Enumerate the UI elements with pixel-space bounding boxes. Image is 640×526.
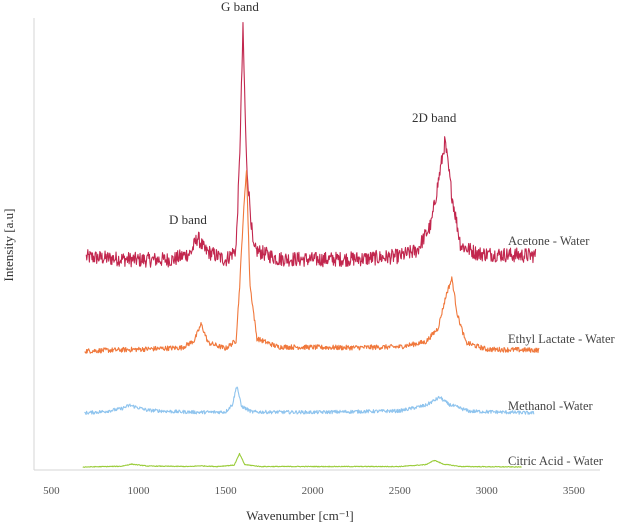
series-label-acetone-water: Acetone - Water xyxy=(508,234,590,248)
x-tick-label-500: 500 xyxy=(43,485,60,497)
y-axis-title: Intensity [a.u] xyxy=(1,209,16,282)
x-tick-label-1500: 1500 xyxy=(215,485,238,497)
series-label-ethyl-lactate-water: Ethyl Lactate - Water xyxy=(508,332,616,346)
series-label-citric-acid-water: Citric Acid - Water xyxy=(508,454,604,468)
x-tick-label-3500: 3500 xyxy=(563,485,586,497)
annotation-d-band: D band xyxy=(169,212,207,227)
x-tick-label-1000: 1000 xyxy=(128,485,151,497)
x-tick-label-3000: 3000 xyxy=(476,485,499,497)
x-tick-labels: 500 1000 1500 2000 2500 3000 3500 xyxy=(43,485,585,497)
series-line-citric-acid-water xyxy=(82,452,522,468)
annotation-g-band: G band xyxy=(221,0,259,14)
series-line-methanol-water xyxy=(84,386,535,416)
series-line-acetone-water xyxy=(85,22,537,268)
x-tick-label-2000: 2000 xyxy=(302,485,325,497)
x-axis-title: Wavenumber [cm⁻¹] xyxy=(246,508,354,523)
annotation-2d-band: 2D band xyxy=(412,110,457,125)
x-tick-label-2500: 2500 xyxy=(389,485,412,497)
series-label-methanol-water: Methanol -Water xyxy=(508,399,594,413)
band-annotations: G band D band 2D band xyxy=(169,0,457,227)
series-layer xyxy=(82,22,540,468)
series-labels: Acetone - Water Ethyl Lactate - Water Me… xyxy=(508,234,616,468)
series-line-ethyl-lactate-water xyxy=(84,170,540,354)
